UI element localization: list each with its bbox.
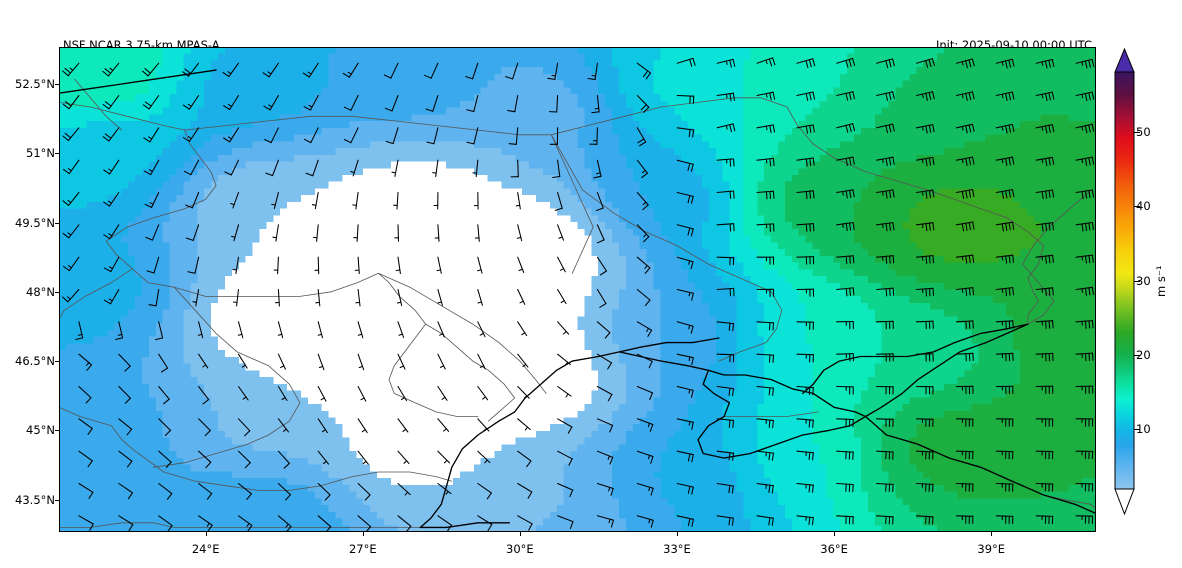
- colorbar-tick-label: 30: [1136, 273, 1151, 288]
- lon-tick-label: 36°E: [820, 542, 848, 556]
- map-panel: [59, 47, 1096, 532]
- colorbar-tick-mark: [1134, 206, 1140, 208]
- lon-tick-mark: [362, 532, 364, 536]
- lon-tick-mark: [991, 532, 993, 536]
- lat-tick-mark: [55, 499, 59, 501]
- lat-tick-mark: [55, 361, 59, 363]
- colorbar-tick-label: 10: [1136, 422, 1151, 437]
- lat-tick-mark: [55, 83, 59, 85]
- lat-tick-label: 48°N: [26, 284, 55, 299]
- lon-tick-label: 33°E: [663, 542, 691, 556]
- colorbar: 10 20 30 40 50 m s⁻¹: [1108, 47, 1182, 532]
- colorbar-tick-label: 20: [1136, 347, 1151, 362]
- colorbar-unit-label: m s⁻¹: [1154, 265, 1168, 297]
- lat-tick-label: 43.5°N: [15, 492, 55, 507]
- wind-barbs-layer: [62, 57, 1095, 532]
- lat-tick-mark: [55, 153, 59, 155]
- lat-tick-mark: [55, 222, 59, 224]
- colorbar-tick-mark: [1134, 429, 1140, 431]
- lat-tick-label: 49.5°N: [15, 215, 55, 230]
- lat-tick-label: 52.5°N: [15, 76, 55, 91]
- colorbar-tick-mark: [1134, 280, 1140, 282]
- colorbar-tick-mark: [1134, 354, 1140, 356]
- lat-tick-label: 45°N: [26, 423, 55, 438]
- colorbar-tick-mark: [1134, 131, 1140, 133]
- colorbar-tick-label: 40: [1136, 199, 1151, 214]
- lat-tick-label: 51°N: [26, 146, 55, 161]
- colorbar-tick-label: 50: [1136, 124, 1151, 139]
- lat-tick-label: 46.5°N: [15, 354, 55, 369]
- lon-tick-label: 30°E: [506, 542, 534, 556]
- lat-tick-mark: [55, 430, 59, 432]
- geography-overlay: [59, 69, 1096, 529]
- colorbar-gradient: [1114, 47, 1135, 516]
- lon-tick-label: 39°E: [977, 542, 1006, 556]
- windspeed-contour-field: [59, 47, 1096, 532]
- lon-tick-mark: [677, 532, 678, 536]
- lon-tick-label: 24°E: [191, 542, 220, 556]
- lon-tick-mark: [519, 532, 521, 536]
- lat-tick-mark: [55, 291, 59, 293]
- lon-tick-mark: [205, 532, 207, 536]
- lon-tick-mark: [834, 532, 836, 536]
- lon-tick-label: 27°E: [348, 542, 377, 556]
